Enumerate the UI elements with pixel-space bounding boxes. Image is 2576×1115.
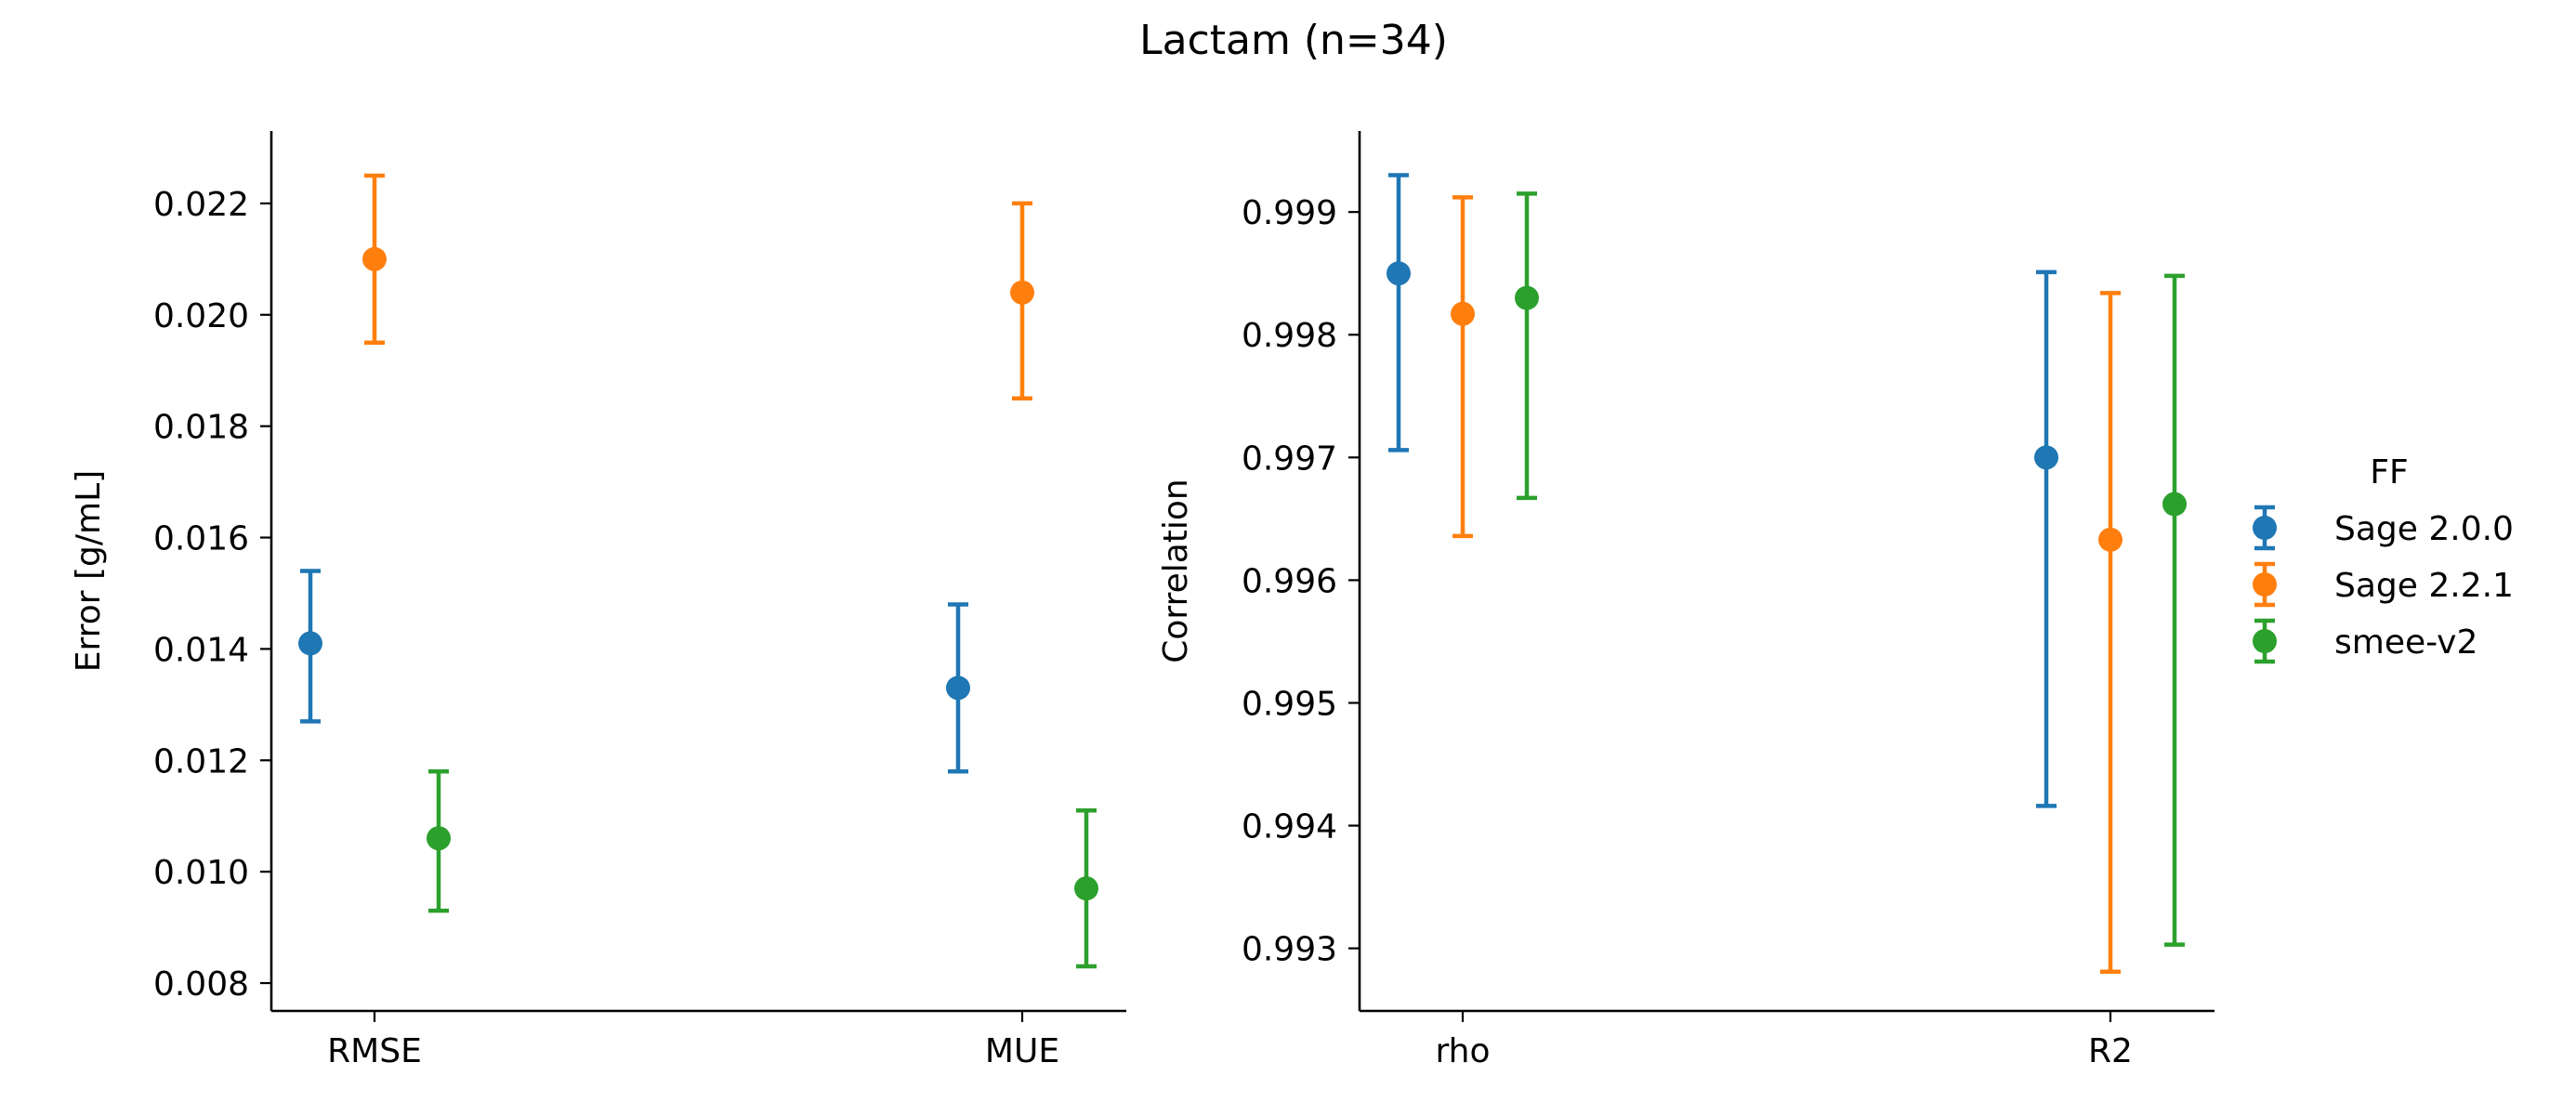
- y-tick-label: 0.010: [153, 854, 249, 892]
- y-tick-label: 0.014: [153, 631, 249, 669]
- y-tick-label: 0.998: [1242, 317, 1337, 355]
- chart-title: Lactam (n=34): [1139, 17, 1448, 64]
- y-tick-label: 0.012: [153, 742, 249, 780]
- legend-marker: [2253, 629, 2277, 653]
- y-tick-label: 0.020: [153, 297, 249, 335]
- y-tick-label: 0.016: [153, 520, 249, 558]
- legend-marker: [2253, 516, 2277, 540]
- x-tick-label: R2: [2088, 1032, 2133, 1070]
- y-tick-label: 0.999: [1242, 194, 1337, 232]
- x-tick-label: RMSE: [327, 1032, 422, 1070]
- data-point: [298, 631, 322, 656]
- y-tick-label: 0.008: [153, 965, 249, 1004]
- legend-entry-label: Sage 2.0.0: [2334, 510, 2514, 548]
- data-point: [1515, 285, 1539, 310]
- y-tick-label: 0.993: [1242, 931, 1337, 969]
- data-point: [1010, 280, 1034, 305]
- y-tick-label: 0.996: [1242, 562, 1337, 600]
- y-tick-label: 0.022: [153, 186, 249, 224]
- y-tick-label: 0.997: [1242, 439, 1337, 478]
- data-point: [2162, 492, 2187, 517]
- x-tick-label: MUE: [985, 1032, 1059, 1070]
- legend-marker: [2253, 572, 2277, 597]
- y-axis-label: Correlation: [1157, 479, 1195, 663]
- legend-entry-label: smee-v2: [2334, 623, 2477, 662]
- y-tick-label: 0.995: [1242, 685, 1337, 723]
- data-point: [427, 826, 451, 851]
- legend-entry-label: Sage 2.2.1: [2334, 567, 2514, 605]
- y-tick-label: 0.994: [1242, 808, 1337, 846]
- data-point: [2034, 445, 2058, 470]
- data-point: [1451, 301, 1475, 326]
- data-point: [1387, 261, 1411, 286]
- x-tick-label: rho: [1435, 1032, 1490, 1070]
- data-point: [946, 676, 970, 701]
- data-point: [362, 246, 387, 271]
- y-tick-label: 0.018: [153, 409, 249, 447]
- y-axis-label: Error [g/mL]: [70, 470, 108, 672]
- legend-title: FF: [2370, 453, 2408, 492]
- data-point: [2098, 527, 2123, 552]
- data-point: [1074, 876, 1098, 901]
